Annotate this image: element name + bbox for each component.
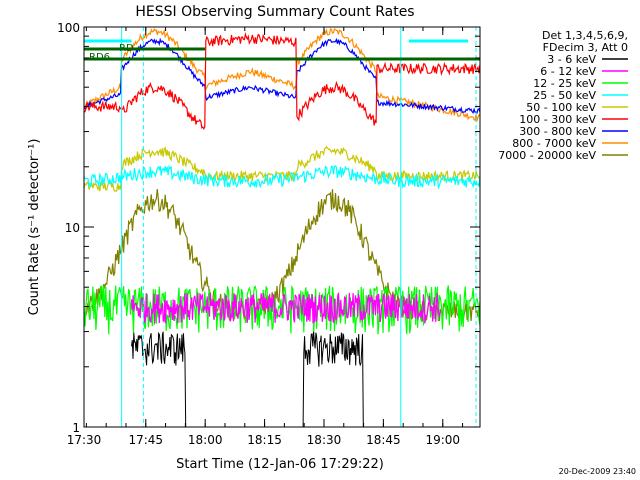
series-layer	[83, 27, 481, 428]
x-tick-label: 18:00	[188, 433, 223, 447]
series-line-2	[83, 284, 481, 335]
annotation-rd: RD	[119, 43, 134, 54]
x-tick-label: 18:45	[366, 433, 401, 447]
legend-label-0: 3 - 6 keV	[547, 53, 596, 66]
legend-label-2: 12 - 25 keV	[533, 77, 596, 90]
legend-label-1: 6 - 12 keV	[540, 65, 596, 78]
x-axis-label: Start Time (12-Jan-06 17:29:22)	[176, 457, 384, 472]
legend-header-2: FDecim 3, Att 0	[543, 41, 628, 54]
x-tick-label: 18:15	[247, 433, 282, 447]
x-tick-label: 17:45	[128, 433, 163, 447]
y-tick-label: 1	[72, 421, 80, 435]
x-axis: 17:30 17:45 18:00 18:15 18:30 18:45 19:00	[67, 27, 464, 447]
legend-label-5: 100 - 300 keV	[519, 113, 596, 126]
series-line-3	[83, 164, 481, 190]
chart-title: HESSI Observing Summary Count Rates	[135, 4, 414, 20]
series-line-6	[83, 37, 481, 115]
annotation-rd6: RD6	[89, 52, 110, 63]
legend-label-6: 300 - 800 keV	[519, 125, 596, 138]
legend-label-7: 800 - 7000 keV	[512, 137, 596, 150]
x-tick-label: 17:30	[67, 433, 102, 447]
x-tick-label: 18:30	[307, 433, 342, 447]
legend-label-4: 50 - 100 keV	[526, 101, 596, 114]
legend-label-3: 25 - 50 keV	[533, 89, 596, 102]
series-line-0	[131, 331, 433, 428]
y-tick-label: 100	[57, 21, 80, 35]
legend-label-8: 7000 - 20000 keV	[498, 149, 596, 162]
y-axis: 1 10 100	[57, 21, 480, 435]
series-line-1	[130, 292, 441, 324]
y-tick-label: 10	[65, 221, 80, 235]
series-line-5	[83, 32, 481, 131]
footer-timestamp: 20-Dec-2009 23:40	[559, 467, 636, 476]
y-axis-label: Count Rate (s⁻¹ detector⁻¹)	[27, 139, 42, 316]
legend-header-1: Det 1,3,4,5,6,9,	[542, 29, 628, 42]
annotation-layer: RD RD6	[84, 39, 480, 63]
x-tick-label: 19:00	[425, 433, 460, 447]
legend: Det 1,3,4,5,6,9,FDecim 3, Att 03 - 6 keV…	[498, 29, 628, 162]
